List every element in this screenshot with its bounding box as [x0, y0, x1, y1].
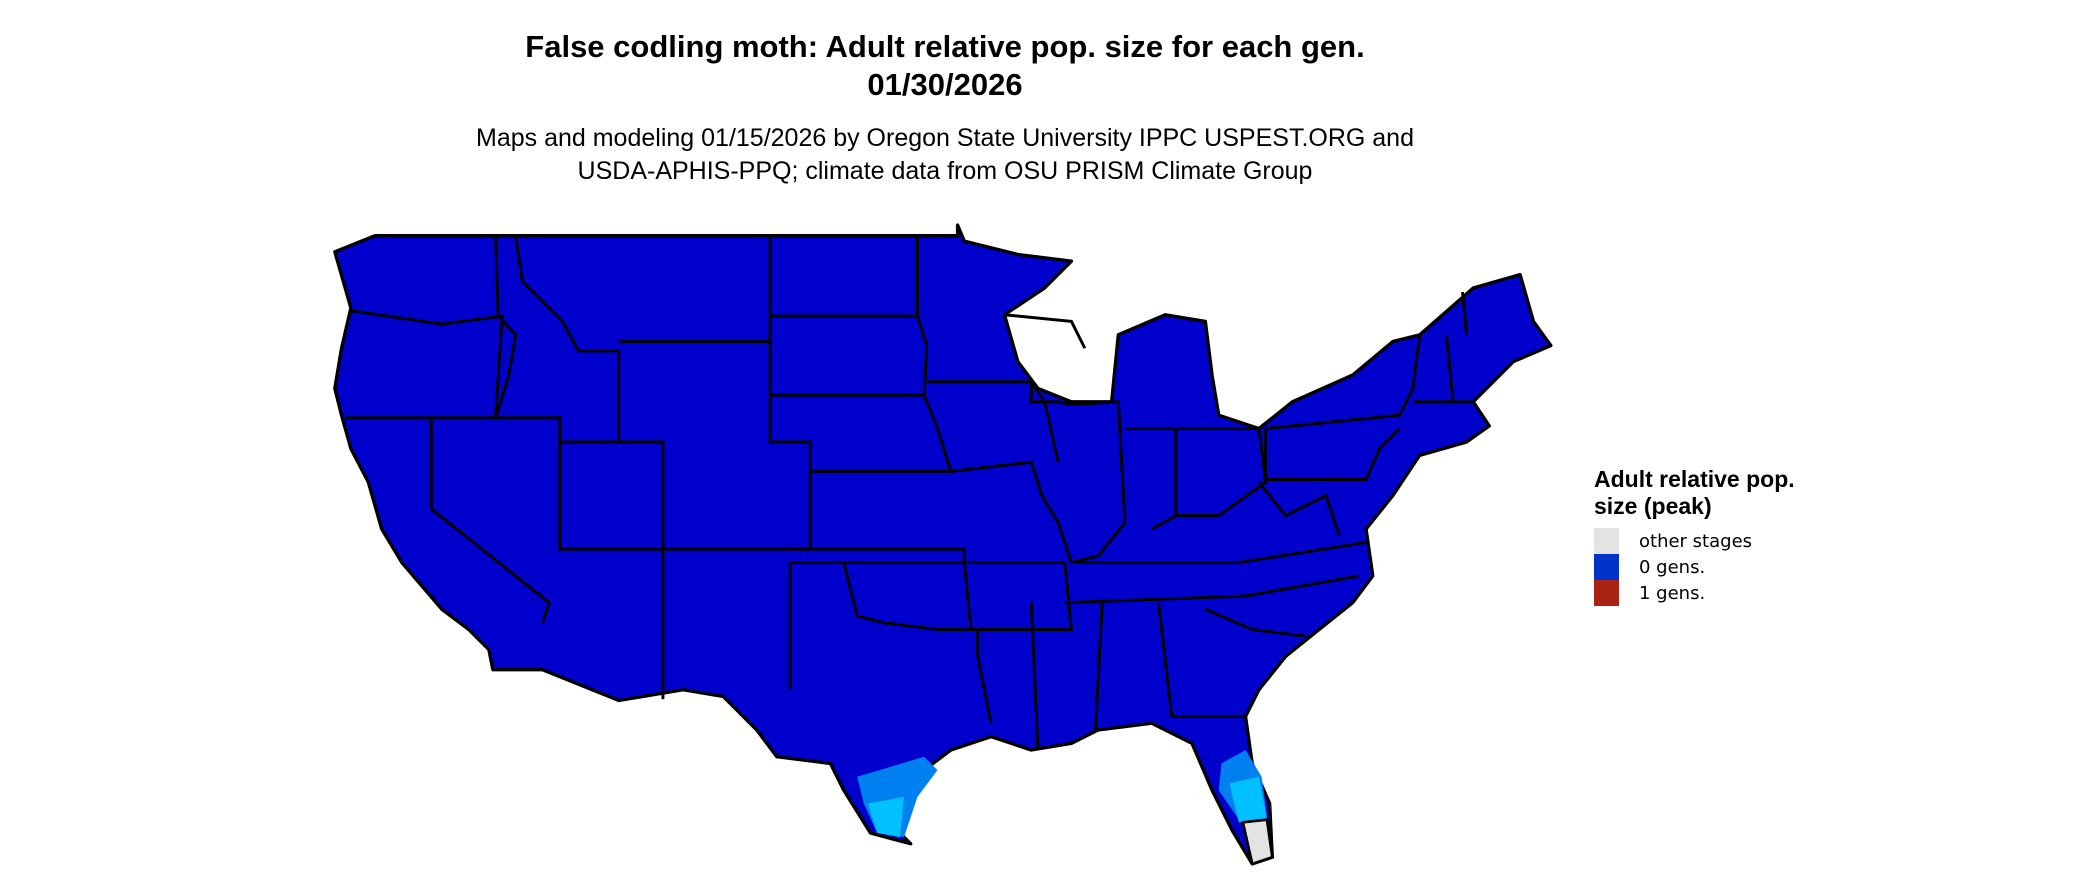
legend-swatch — [1594, 554, 1619, 580]
legend-swatch — [1594, 580, 1619, 606]
legend-item-1-gens: 1 gens. — [1594, 580, 1814, 606]
legend: Adult relative pop. size (peak) other st… — [1594, 466, 1814, 606]
texas-warmest-zone — [867, 796, 905, 838]
map-date: 01/30/2026 — [867, 67, 1023, 102]
legend-item-0-gens: 0 gens. — [1594, 554, 1814, 580]
legend-label: 1 gens. — [1639, 582, 1706, 604]
legend-item-other-stages: other stages — [1594, 528, 1814, 554]
florida-other-stages-zone — [1241, 818, 1274, 866]
map-credit-line-1: Maps and modeling 01/15/2026 by Oregon S… — [476, 124, 1414, 152]
map-title: False codling moth: Adult relative pop. … — [525, 29, 1365, 64]
legend-swatch — [1594, 528, 1619, 554]
us-outline — [333, 223, 1553, 866]
florida-warmest-zone — [1229, 776, 1267, 823]
state-borders — [345, 235, 1474, 751]
legend-title: Adult relative pop. size (peak) — [1594, 466, 1795, 519]
legend-label: 0 gens. — [1639, 556, 1706, 578]
map-credit-line-2: USDA-APHIS-PPQ; climate data from OSU PR… — [577, 157, 1313, 185]
legend-label: other stages — [1639, 530, 1753, 552]
